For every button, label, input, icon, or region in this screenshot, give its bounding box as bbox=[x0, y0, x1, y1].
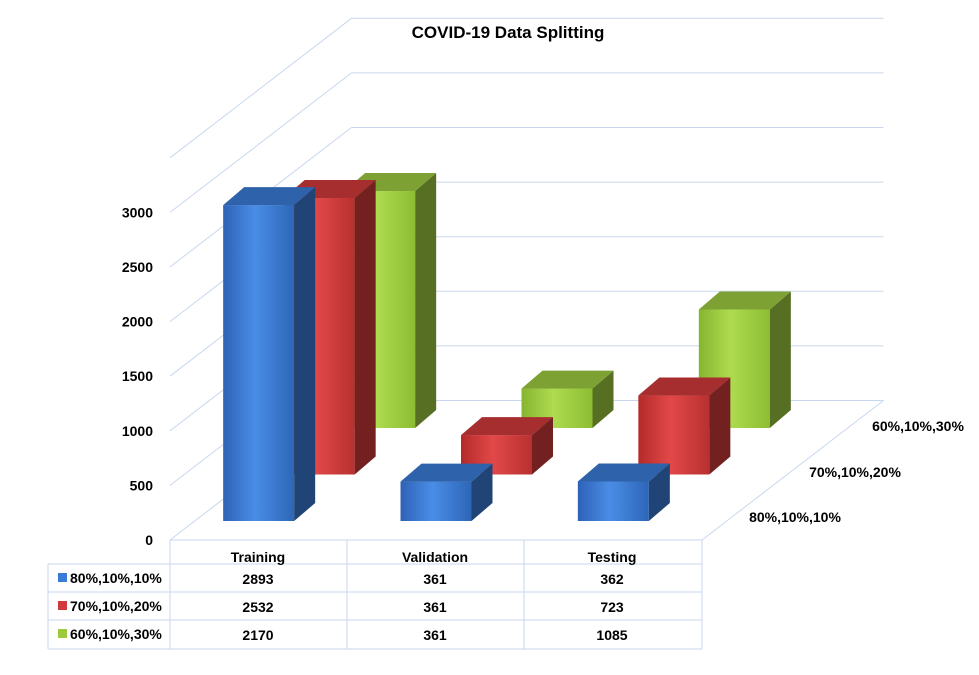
depth-label: 60%,10%,30% bbox=[872, 418, 964, 434]
cell-60-validation: 361 bbox=[423, 627, 447, 643]
grid-lines bbox=[169, 17, 884, 541]
legend-swatch-80-10-10 bbox=[58, 573, 67, 582]
y-tick-label: 1000 bbox=[122, 423, 153, 439]
bar bbox=[638, 377, 731, 475]
y-tick-label: 3000 bbox=[122, 204, 153, 220]
bar bbox=[577, 463, 670, 521]
legend-label-70-10-20: 70%,10%,20% bbox=[70, 598, 162, 614]
table-lines bbox=[47, 539, 703, 650]
cell-80-validation: 361 bbox=[423, 571, 447, 587]
y-tick-label: 2000 bbox=[122, 314, 153, 330]
legend-swatch-60-10-30 bbox=[58, 629, 67, 638]
depth-axis-labels: 80%,10%,10% 70%,10%,20% 60%,10%,30% bbox=[749, 418, 964, 525]
data-table: Training Validation Testing 80%,10%,10% … bbox=[47, 539, 703, 650]
cell-80-training: 2893 bbox=[242, 571, 273, 587]
legend-label-60-10-30: 60%,10%,30% bbox=[70, 626, 162, 642]
bar bbox=[400, 463, 493, 521]
table-header-training: Training bbox=[231, 549, 285, 565]
cell-80-testing: 362 bbox=[600, 571, 624, 587]
y-tick-label: 0 bbox=[145, 532, 153, 548]
cell-70-validation: 361 bbox=[423, 599, 447, 615]
cell-60-testing: 1085 bbox=[596, 627, 627, 643]
y-tick-label: 2500 bbox=[122, 259, 153, 275]
cell-70-testing: 723 bbox=[600, 599, 624, 615]
cell-60-training: 2170 bbox=[242, 627, 273, 643]
table-header-validation: Validation bbox=[402, 549, 468, 565]
chart-title: COVID-19 Data Splitting bbox=[412, 23, 605, 42]
bar bbox=[223, 187, 316, 521]
y-axis-ticks: 0 500 1000 1500 2000 2500 3000 bbox=[122, 204, 153, 548]
bar bbox=[698, 291, 791, 428]
depth-label: 80%,10%,10% bbox=[749, 509, 841, 525]
bars bbox=[223, 173, 791, 521]
y-tick-label: 1500 bbox=[122, 368, 153, 384]
legend-label-80-10-10: 80%,10%,10% bbox=[70, 570, 162, 586]
y-tick-label: 500 bbox=[130, 477, 154, 493]
depth-label: 70%,10%,20% bbox=[809, 464, 901, 480]
table-header-testing: Testing bbox=[588, 549, 637, 565]
legend-swatch-70-10-20 bbox=[58, 601, 67, 610]
cell-70-training: 2532 bbox=[242, 599, 273, 615]
